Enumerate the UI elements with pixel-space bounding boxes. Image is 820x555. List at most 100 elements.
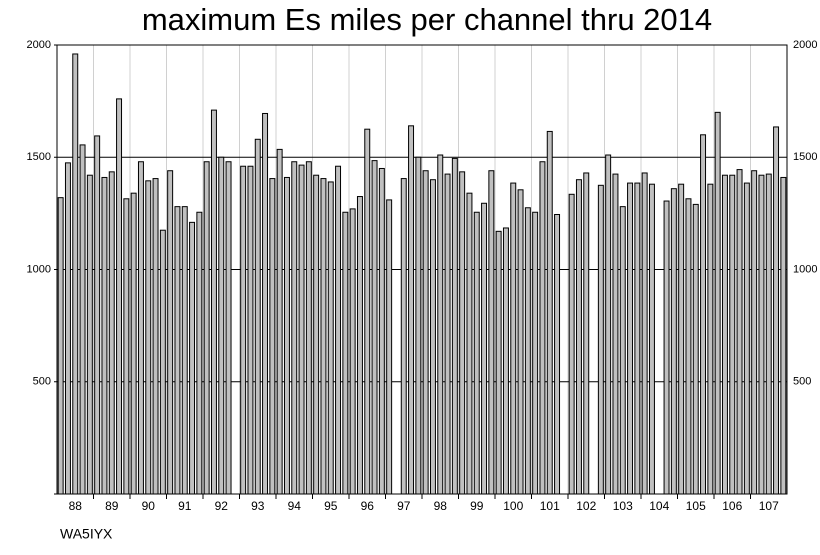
- bar: [459, 171, 466, 495]
- bar: [313, 174, 320, 495]
- bar: [335, 165, 342, 495]
- bar: [700, 134, 707, 495]
- bar: [612, 173, 619, 495]
- bar: [597, 184, 604, 495]
- chart-title: maximum Es miles per channel thru 2014: [142, 2, 712, 37]
- x-tick-label: 90: [142, 499, 156, 513]
- bar: [619, 206, 626, 495]
- bar: [130, 192, 137, 495]
- bar: [408, 125, 415, 495]
- bar: [327, 181, 334, 495]
- x-tick-label: 95: [324, 499, 338, 513]
- bar: [554, 213, 561, 495]
- bar: [707, 183, 714, 495]
- x-tick-label: 93: [251, 499, 265, 513]
- y-tick-label: 2000: [27, 39, 51, 51]
- bar: [364, 128, 371, 495]
- bar: [218, 156, 225, 495]
- bar: [189, 221, 196, 495]
- bar: [721, 174, 728, 495]
- bar: [137, 161, 144, 495]
- bar: [371, 160, 378, 495]
- bar: [305, 161, 312, 495]
- bar: [269, 178, 276, 495]
- bar: [72, 53, 79, 495]
- x-tick-label: 104: [649, 499, 669, 513]
- bar: [181, 206, 188, 495]
- x-tick-label: 89: [105, 499, 119, 513]
- bar: [583, 172, 590, 495]
- x-tick-label: 103: [613, 499, 633, 513]
- x-tick-label: 107: [759, 499, 779, 513]
- bar: [627, 182, 634, 495]
- bar: [298, 164, 305, 495]
- bar: [342, 211, 349, 495]
- x-tick-label: 102: [576, 499, 596, 513]
- bar: [400, 178, 407, 495]
- bar: [116, 98, 123, 495]
- bar: [86, 174, 93, 495]
- bar: [152, 178, 159, 495]
- y2-tick-label: 1000: [793, 263, 817, 275]
- bar: [780, 176, 787, 495]
- bar: [283, 176, 290, 495]
- footer: WA5IYX: [60, 526, 113, 542]
- bar: [524, 207, 531, 495]
- bar: [532, 211, 539, 495]
- bar: [451, 157, 458, 495]
- x-tick-label: 99: [470, 499, 484, 513]
- bar: [378, 167, 385, 495]
- bar: [64, 162, 71, 495]
- bar: [145, 180, 152, 495]
- bar: [108, 171, 115, 495]
- bar: [240, 165, 247, 495]
- x-tick-label: 100: [503, 499, 523, 513]
- y2-tick-label: 1500: [793, 151, 817, 163]
- bar: [196, 211, 203, 495]
- bar: [481, 202, 488, 495]
- bar: [510, 182, 517, 495]
- bar: [57, 197, 64, 495]
- bar: [678, 183, 685, 495]
- bar: [743, 182, 750, 495]
- bar: [386, 199, 393, 495]
- bar: [670, 188, 677, 495]
- bar: [94, 135, 101, 495]
- bar: [415, 156, 422, 495]
- bar: [276, 148, 283, 495]
- bar: [349, 208, 356, 495]
- bar: [291, 161, 298, 495]
- bar: [773, 126, 780, 495]
- bar: [473, 211, 480, 495]
- bar: [539, 161, 546, 495]
- bar: [79, 144, 86, 495]
- bar: [736, 169, 743, 495]
- bar: [488, 170, 495, 495]
- bar: [320, 178, 327, 495]
- bar: [758, 174, 765, 495]
- bar: [210, 109, 217, 495]
- x-tick-label: 94: [288, 499, 302, 513]
- bar: [663, 200, 670, 495]
- y-tick-label: 500: [33, 376, 51, 388]
- x-tick-label: 91: [178, 499, 192, 513]
- bar: [225, 161, 232, 495]
- bar: [262, 112, 269, 495]
- bar: [692, 203, 699, 495]
- bar: [159, 229, 166, 495]
- x-tick-label: 88: [69, 499, 83, 513]
- bar: [648, 183, 655, 495]
- bar: [101, 176, 108, 495]
- x-tick-label: 97: [397, 499, 411, 513]
- bar: [685, 198, 692, 495]
- x-tick-label: 105: [686, 499, 706, 513]
- plot-frame: [56, 44, 788, 495]
- y-tick-label: 1000: [27, 263, 51, 275]
- x-tick-label: 98: [434, 499, 448, 513]
- bar: [546, 130, 553, 495]
- bar: [495, 230, 502, 495]
- bar: [751, 170, 758, 495]
- bar: [575, 179, 582, 495]
- bar: [356, 196, 363, 495]
- bar: [466, 192, 473, 495]
